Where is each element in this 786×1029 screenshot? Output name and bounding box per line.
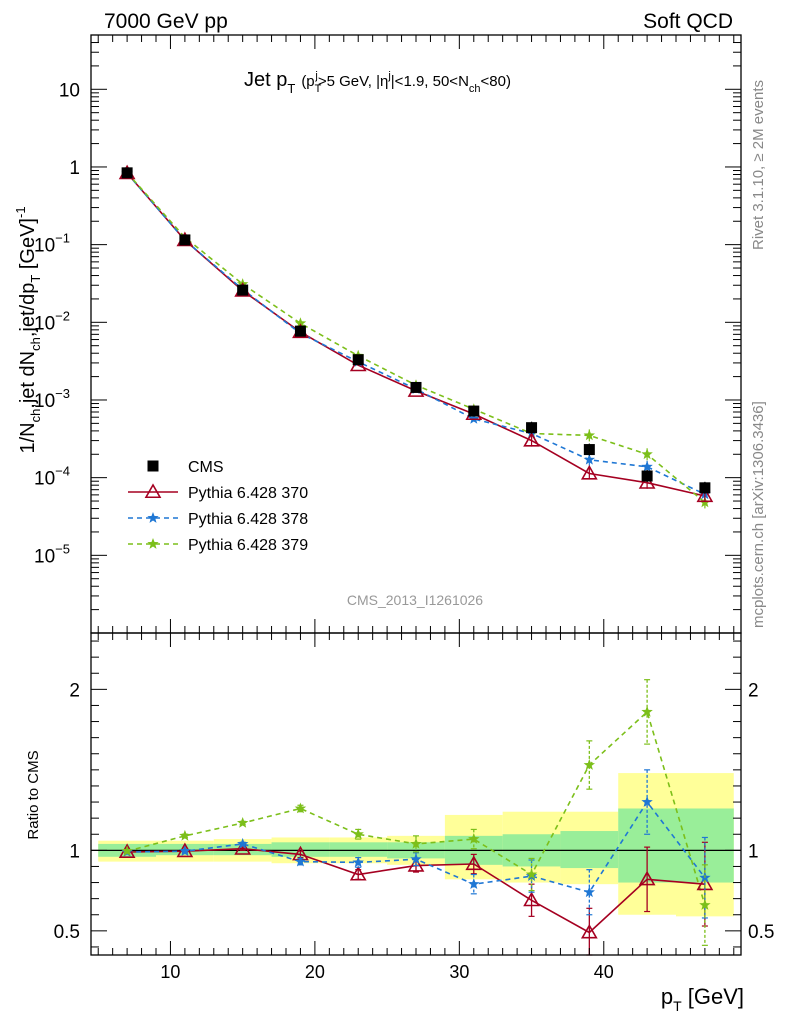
legend-label-0: CMS <box>188 459 224 476</box>
ratio-point-1-2 <box>237 837 249 849</box>
ratio-y-tick-label-left-1: 1 <box>69 841 80 862</box>
main-point-0-10 <box>699 482 711 494</box>
main-point-0-0 <box>121 167 133 179</box>
main-point-0-2 <box>237 284 249 296</box>
x-tick-label-40: 40 <box>594 962 614 982</box>
analysis-id: CMS_2013_I1261026 <box>347 592 483 608</box>
ratio-y-tick-label-left-0.5: 0.5 <box>54 922 80 943</box>
main-title: Jet pT (pTj>5 GeV, |ηj|<1.9, 50<Nch<80) <box>244 69 511 96</box>
legend-label-2: Pythia 6.428 378 <box>188 511 308 528</box>
main-series-line-2 <box>126 172 706 496</box>
ratio-errorbar-2-8 <box>586 740 593 790</box>
ratio-point-1-5 <box>410 853 422 865</box>
main-point-3-9 <box>641 448 653 460</box>
y-tick-label-6: 10 <box>59 80 80 101</box>
y-tick-label-4: 10−1 <box>34 231 70 257</box>
ratio-point-1-9 <box>641 796 653 807</box>
main-point-2-8 <box>583 453 595 465</box>
ratio-y-tick-label-right-1: 1 <box>748 841 759 862</box>
ratio-errorbar-0-9 <box>644 846 651 913</box>
main-point-0-1 <box>179 234 191 246</box>
legend-label-1: Pythia 6.428 370 <box>188 485 308 502</box>
ratio-point-1-8 <box>583 886 595 898</box>
ratio-y-tick-label-left-2: 2 <box>69 680 80 701</box>
main-point-1-7 <box>523 431 540 447</box>
x-tick-label-10: 10 <box>160 962 180 982</box>
main-point-3-8 <box>583 429 595 441</box>
main-point-2-9 <box>641 460 653 472</box>
main-point-0-9 <box>641 470 653 482</box>
ratio-point-2-0 <box>121 845 133 856</box>
ratio-errorbar-2-6 <box>470 828 477 850</box>
ratio-errorbar-1-6 <box>470 873 477 895</box>
ratio-point-0-6 <box>465 855 483 871</box>
main-point-1-10 <box>696 487 714 503</box>
main-point-1-8 <box>580 464 598 480</box>
ratio-point-1-6 <box>468 878 480 889</box>
ratio-point-2-1 <box>179 829 191 841</box>
ratio-y-tick-label-right-0.5: 0.5 <box>748 922 774 943</box>
ratio-point-2-8 <box>583 759 595 770</box>
ratio-point-2-7 <box>525 868 538 880</box>
x-tick-label-20: 20 <box>305 962 325 982</box>
x-tick-label-30: 30 <box>449 962 469 982</box>
main-point-0-7 <box>526 422 538 434</box>
ratio-point-0-9 <box>638 870 656 886</box>
y-tick-label-5: 1 <box>69 158 80 179</box>
ratio-y-tick-label-right-2: 2 <box>748 680 759 701</box>
ratio-ylabel: Ratio to CMS <box>25 750 42 839</box>
ratio-point-0-7 <box>523 891 540 907</box>
ratio-point-1-4 <box>352 856 364 868</box>
main-point-3-3 <box>294 317 307 329</box>
legend-item-2: Pythia 6.428 378 <box>128 511 308 528</box>
band-green-4 <box>329 842 388 857</box>
ratio-point-2-6 <box>468 833 480 844</box>
rivet-label: Rivet 3.1.10, ≥ 2M events <box>750 80 767 250</box>
ratio-point-2-2 <box>237 817 249 828</box>
ratio-point-2-10 <box>699 899 711 910</box>
legend-item-3: Pythia 6.428 379 <box>128 537 308 554</box>
main-point-0-6 <box>468 405 480 417</box>
legend-item-1: Pythia 6.428 370 <box>128 483 308 502</box>
ratio-point-1-1 <box>179 845 191 856</box>
legend: CMS Pythia 6.428 370 Pythia 6.428 378 Pythi… <box>128 459 308 554</box>
energy-label: 7000 GeV pp <box>104 10 228 33</box>
process-label: Soft QCD <box>643 10 733 33</box>
legend-marker-0 <box>147 460 159 472</box>
ratio-point-0-5 <box>407 857 425 872</box>
main-series-line-1 <box>126 172 706 497</box>
main-point-0-3 <box>294 325 306 337</box>
x-axis-label: pT [GeV] <box>661 984 744 1014</box>
main-point-0-8 <box>583 444 595 456</box>
y-tick-label-0: 10−5 <box>34 541 70 567</box>
main-point-0-5 <box>410 381 422 393</box>
y-tick-label-3: 10−2 <box>34 308 70 334</box>
legend-marker-3 <box>147 538 159 549</box>
legend-marker-2 <box>147 512 159 523</box>
y-tick-label-1: 10−4 <box>34 464 70 490</box>
ratio-point-0-4 <box>349 865 367 881</box>
ratio-point-2-9 <box>641 705 653 717</box>
ratio-point-2-4 <box>352 828 364 840</box>
main-ylabel: 1/Nch,jet dNch,jet/dpT [GeV]-1 <box>13 206 43 453</box>
band-green-8 <box>560 831 619 869</box>
legend-label-3: Pythia 6.428 379 <box>188 537 308 554</box>
ratio-panel: 10 20 30 40 0.5 0.5 1 1 2 2 <box>54 632 774 982</box>
main-point-2-6 <box>468 412 480 424</box>
main-point-0-4 <box>352 354 364 366</box>
ratio-point-0-8 <box>580 923 598 939</box>
y-tick-label-2: 10−3 <box>34 386 70 412</box>
ratio-point-1-3 <box>294 855 307 867</box>
legend-item-0: CMS <box>147 459 224 476</box>
main-panel: 10−5 10−4 10−3 10−2 10−1 1 10 <box>34 34 742 634</box>
main-point-1-9 <box>638 474 656 489</box>
ratio-point-0-2 <box>234 840 252 855</box>
main-series-line-3 <box>126 172 706 504</box>
site-label: mcplots.cern.ch [arXiv:1306.3436] <box>750 401 767 628</box>
ratio-point-2-3 <box>294 802 307 814</box>
legend-marker-1 <box>144 483 162 499</box>
ratio-point-2-5 <box>410 837 422 849</box>
